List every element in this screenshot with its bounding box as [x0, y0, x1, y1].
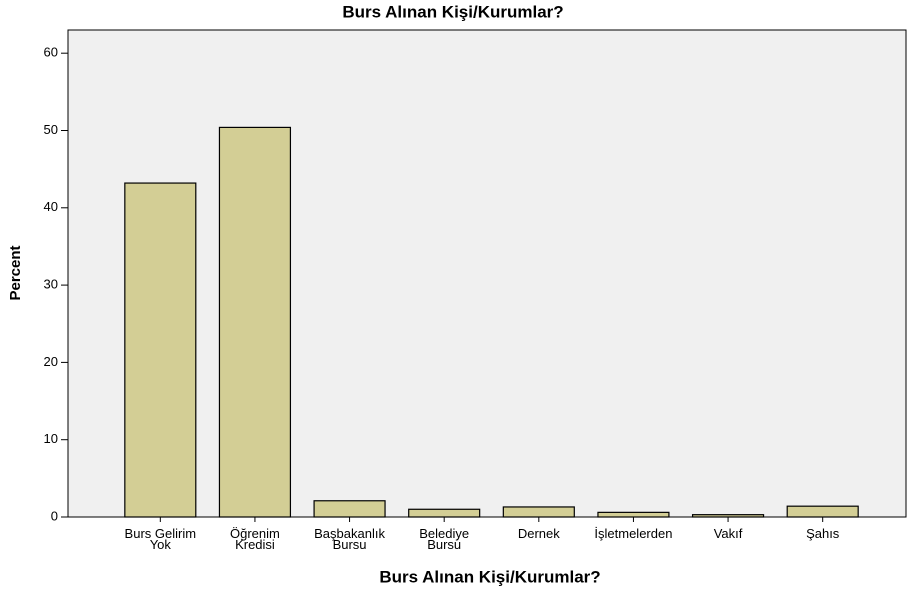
y-tick-label: 50 — [44, 122, 58, 137]
bar — [218, 126, 292, 518]
bar — [502, 506, 575, 518]
bar — [313, 500, 386, 518]
bar — [786, 505, 859, 518]
y-axis-label: Percent — [7, 245, 24, 300]
y-tick-label: 60 — [44, 45, 58, 60]
bar — [408, 508, 481, 518]
x-tick-label: Şahıs — [806, 526, 840, 541]
x-tick-label: Belediye Bursu — [419, 526, 470, 552]
chart-title: Burs Alınan Kişi/Kurumlar? — [342, 2, 563, 21]
y-tick-label: 20 — [44, 354, 58, 369]
y-tick-label: 0 — [51, 508, 58, 523]
y-tick-label: 10 — [44, 431, 58, 446]
x-tick-label: Başbakanlık Bursu — [314, 526, 385, 552]
x-tick-label: Öğrenim Kredisi — [230, 526, 280, 552]
x-tick-label: Dernek — [517, 526, 560, 541]
x-tick-label: Burs Gelirim Yok — [124, 526, 197, 552]
x-axis-label: Burs Alınan Kişi/Kurumlar? — [379, 567, 600, 586]
plot-area — [67, 29, 907, 518]
x-tick-label: Vakıf — [713, 526, 743, 541]
bar — [597, 511, 670, 518]
bar — [124, 182, 197, 518]
y-tick-label: 30 — [44, 277, 58, 292]
bar — [691, 514, 765, 518]
y-tick-label: 40 — [44, 199, 58, 214]
x-tick-label: İşletmelerden — [594, 526, 673, 541]
